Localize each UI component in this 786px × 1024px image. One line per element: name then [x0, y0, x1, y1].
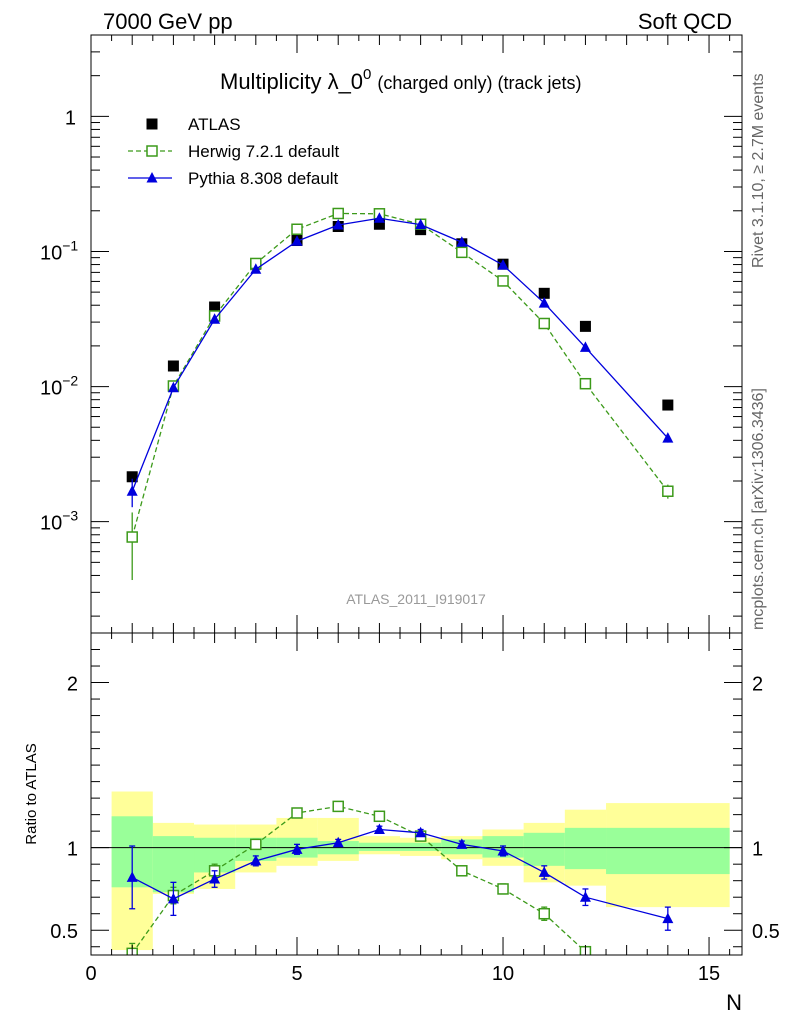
- ratio-panel: 0.5 0.5 1 1 2 2 0 5 10 15 Ratio to ATLAS N: [23, 632, 780, 1015]
- side-label-lower: mcplots.cern.ch [arXiv:1306.3436]: [750, 388, 767, 630]
- pythia-point: [538, 297, 550, 308]
- main-ticks: 10−3 10−2 10−1 1: [40, 34, 742, 633]
- ratio-herwig-point: [291, 807, 303, 819]
- x-tick-label: 0: [85, 963, 96, 985]
- ratio-y-tick-label-right: 1: [752, 839, 763, 861]
- ratio-pythia-point: [209, 873, 221, 884]
- atlas-point: [538, 287, 550, 299]
- herwig-point: [332, 207, 344, 220]
- ratio-pythia-point: [250, 854, 262, 866]
- legend-marker-herwig: [146, 145, 158, 157]
- legend-marker-atlas: [146, 118, 158, 130]
- pythia-point: [579, 341, 591, 352]
- ratio-ticks: 0.5 0.5 1 1 2 2 0 5 10 15: [50, 633, 780, 985]
- ratio-herwig-point: [250, 838, 262, 851]
- legend-label-herwig: Herwig 7.2.1 default: [188, 142, 339, 161]
- atlas-point: [126, 471, 138, 483]
- header-left: 7000 GeV pp: [103, 9, 233, 34]
- ratio-pythia-point: [332, 836, 344, 848]
- ratio-y-tick-label: 0.5: [50, 921, 78, 943]
- herwig-point: [291, 223, 303, 236]
- ratio-herwig-point: [332, 800, 344, 813]
- ratio-ylabel: Ratio to ATLAS: [23, 743, 40, 844]
- ratio-frame: [90, 632, 743, 956]
- herwig-point: [497, 275, 509, 287]
- herwig-point: [538, 317, 550, 330]
- herwig-line: [131, 212, 669, 538]
- ratio-bands: [91, 791, 742, 951]
- x-tick-label: 15: [698, 963, 720, 985]
- band-inner: [400, 842, 442, 851]
- band-inner: [606, 827, 730, 875]
- y-tick-label: 1: [65, 107, 76, 129]
- y-tick-label: 10−3: [40, 508, 78, 535]
- herwig-point: [126, 531, 138, 543]
- y-tick-label: 10−2: [40, 373, 78, 400]
- ratio-pythia-point: [167, 892, 179, 904]
- atlas-point: [373, 218, 385, 230]
- band-inner: [564, 827, 607, 870]
- main-curves: [126, 207, 674, 581]
- pythia-point: [415, 218, 427, 230]
- legend-label-pythia: Pythia 8.308 default: [188, 169, 339, 188]
- atlas-point: [662, 399, 674, 411]
- pythia-point: [291, 235, 303, 246]
- ratio-pythia-point: [497, 844, 509, 856]
- ratio-y-tick-label: 1: [67, 839, 78, 861]
- ratio-y-tick-label-right: 0.5: [752, 921, 780, 943]
- ratio-pythia-point: [579, 891, 591, 902]
- x-tick-label: 10: [492, 963, 514, 985]
- legend-marker-pythia: [146, 172, 158, 183]
- ratio-herwig-line: [131, 805, 586, 954]
- atlas-point: [167, 360, 179, 372]
- pythia-point: [332, 218, 344, 230]
- atlas-point: [209, 301, 221, 313]
- pythia-point: [662, 432, 674, 443]
- pythia-point: [167, 381, 179, 393]
- ratio-herwig-point: [456, 865, 468, 877]
- pythia-point: [250, 263, 262, 274]
- ratio-pythia-point: [373, 823, 385, 835]
- chart-title: Multiplicity λ_00 (charged only) (track j…: [220, 66, 581, 94]
- ratio-pythia-point: [126, 871, 138, 882]
- ratio-y-tick-label-right: 2: [752, 674, 763, 696]
- pythia-point: [373, 212, 385, 223]
- ratio-herwig-point: [538, 907, 550, 920]
- ratio-pythia-point: [456, 838, 468, 849]
- x-axis-label: N: [726, 990, 742, 1015]
- pythia-point: [126, 485, 138, 496]
- legend-label-atlas: ATLAS: [188, 115, 241, 134]
- side-label-upper: Rivet 3.1.10, ≥ 2.7M events: [750, 73, 767, 268]
- herwig-point: [456, 246, 468, 259]
- legend: ATLAS Herwig 7.2.1 default Pythia 8.308 de…: [128, 115, 339, 188]
- analysis-id: ATLAS_2011_I919017: [346, 591, 486, 607]
- ratio-pythia-point: [662, 912, 674, 924]
- pythia-line: [131, 217, 669, 492]
- herwig-point: [579, 377, 592, 390]
- x-tick-label: 5: [291, 963, 302, 985]
- herwig-point: [662, 485, 674, 497]
- band-inner: [523, 832, 565, 866]
- pythia-point: [209, 313, 221, 324]
- pythia-point: [456, 236, 468, 247]
- main-panel: 10−3 10−2 10−1 1 Multiplicity λ_00 (charged …: [40, 34, 743, 634]
- y-tick-label: 10−1: [40, 237, 78, 264]
- ratio-pythia-point: [291, 843, 303, 854]
- band-inner: [358, 842, 401, 851]
- ratio-herwig-point: [373, 810, 386, 823]
- ratio-pythia-point: [415, 826, 427, 838]
- header-right: Soft QCD: [638, 9, 732, 34]
- pythia-point: [497, 259, 509, 270]
- atlas-point: [579, 320, 591, 332]
- ratio-herwig-point: [497, 883, 509, 895]
- ratio-pythia-point: [538, 866, 550, 877]
- ratio-y-tick-label: 2: [67, 674, 78, 696]
